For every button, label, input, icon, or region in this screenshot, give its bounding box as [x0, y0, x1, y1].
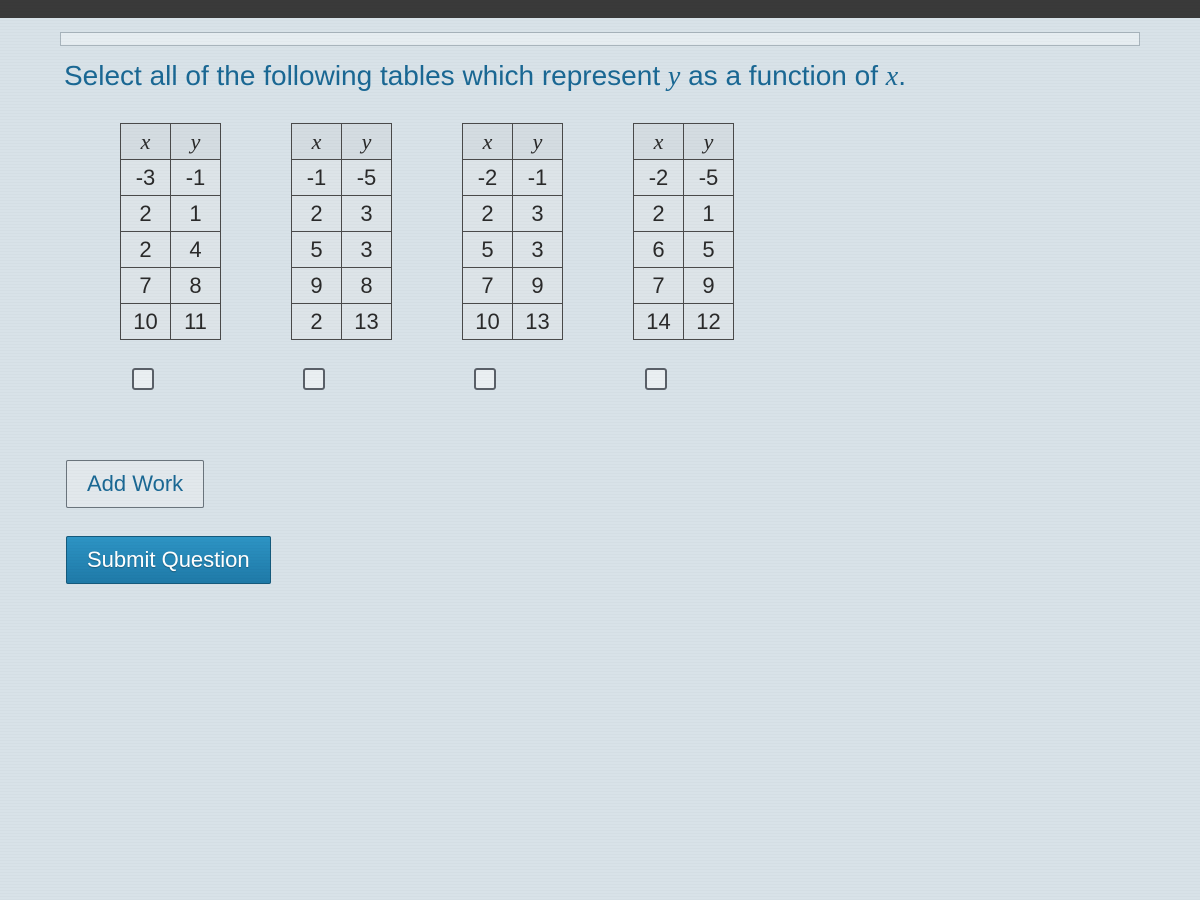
cell: 7 — [634, 268, 684, 304]
cell: 3 — [342, 232, 392, 268]
col-header-y: y — [513, 124, 563, 160]
data-table: xy -2-1 23 53 79 1013 — [462, 123, 563, 340]
cell: 1 — [171, 196, 221, 232]
data-table: xy -1-5 23 53 98 213 — [291, 123, 392, 340]
table-option-3: xy -2-1 23 53 79 1013 — [462, 123, 563, 390]
data-table: xy -3-1 21 24 78 1011 — [120, 123, 221, 340]
data-table: xy -2-5 21 65 79 1412 — [633, 123, 734, 340]
cell: 5 — [684, 232, 734, 268]
cell: 1 — [684, 196, 734, 232]
cell: 2 — [634, 196, 684, 232]
option-checkbox-4[interactable] — [645, 368, 667, 390]
cell: 8 — [342, 268, 392, 304]
panel-top-divider — [60, 32, 1140, 46]
cell: -5 — [684, 160, 734, 196]
cell: 2 — [292, 304, 342, 340]
cell: -2 — [634, 160, 684, 196]
cell: 5 — [292, 232, 342, 268]
cell: -1 — [171, 160, 221, 196]
question-var-y: y — [668, 61, 680, 92]
cell: 7 — [121, 268, 171, 304]
question-prefix: Select all of the following tables which… — [64, 60, 668, 91]
col-header-y: y — [684, 124, 734, 160]
cell: 10 — [121, 304, 171, 340]
cell: 2 — [292, 196, 342, 232]
cell: -5 — [342, 160, 392, 196]
option-checkbox-2[interactable] — [303, 368, 325, 390]
cell: -1 — [513, 160, 563, 196]
option-checkbox-1[interactable] — [132, 368, 154, 390]
cell: 12 — [684, 304, 734, 340]
question-suffix: . — [898, 60, 906, 91]
cell: 9 — [292, 268, 342, 304]
cell: 2 — [463, 196, 513, 232]
table-option-4: xy -2-5 21 65 79 1412 — [633, 123, 734, 390]
col-header-x: x — [634, 124, 684, 160]
cell: 2 — [121, 196, 171, 232]
option-checkbox-3[interactable] — [474, 368, 496, 390]
table-option-2: xy -1-5 23 53 98 213 — [291, 123, 392, 390]
cell: -3 — [121, 160, 171, 196]
table-option-1: xy -3-1 21 24 78 1011 — [120, 123, 221, 390]
add-work-button[interactable]: Add Work — [66, 460, 204, 508]
col-header-y: y — [342, 124, 392, 160]
submit-question-button[interactable]: Submit Question — [66, 536, 271, 584]
cell: 7 — [463, 268, 513, 304]
cell: 5 — [463, 232, 513, 268]
col-header-x: x — [292, 124, 342, 160]
cell: 6 — [634, 232, 684, 268]
col-header-y: y — [171, 124, 221, 160]
cell: 9 — [684, 268, 734, 304]
screen-top-bezel — [0, 0, 1200, 18]
question-middle: as a function of — [680, 60, 885, 91]
cell: 3 — [342, 196, 392, 232]
cell: 4 — [171, 232, 221, 268]
cell: 13 — [342, 304, 392, 340]
question-var-x: x — [886, 61, 898, 92]
cell: 2 — [121, 232, 171, 268]
cell: 3 — [513, 196, 563, 232]
col-header-x: x — [463, 124, 513, 160]
cell: 13 — [513, 304, 563, 340]
cell: 10 — [463, 304, 513, 340]
col-header-x: x — [121, 124, 171, 160]
question-panel: Select all of the following tables which… — [60, 32, 1140, 584]
cell: -2 — [463, 160, 513, 196]
cell: 9 — [513, 268, 563, 304]
cell: -1 — [292, 160, 342, 196]
tables-container: xy -3-1 21 24 78 1011 xy -1-5 23 53 98 2… — [60, 123, 1140, 390]
cell: 3 — [513, 232, 563, 268]
cell: 14 — [634, 304, 684, 340]
cell: 8 — [171, 268, 221, 304]
question-prompt: Select all of the following tables which… — [60, 60, 1140, 93]
cell: 11 — [171, 304, 221, 340]
